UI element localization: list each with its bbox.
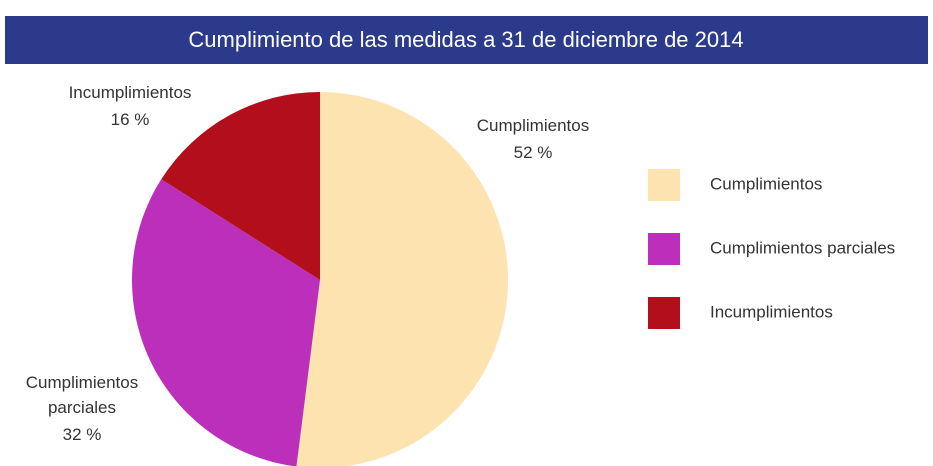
chart-title: Cumplimiento de las medidas a 31 de dici… <box>188 27 743 52</box>
slice-value: 52 % <box>513 143 553 162</box>
slice-label: Cumplimientos parciales <box>25 373 139 417</box>
legend-label: Cumplimientos <box>710 174 822 193</box>
slice-value: 16 % <box>110 110 150 129</box>
title-banner <box>5 16 928 64</box>
slice-value: 32 % <box>62 425 102 444</box>
slice-label: Incumplimientos <box>68 83 192 102</box>
pie-slice <box>296 92 508 466</box>
legend-label: Cumplimientos parciales <box>710 238 895 257</box>
pie-slice <box>132 179 320 466</box>
legend-swatch <box>648 169 680 201</box>
legend-label: Incumplimientos <box>710 302 833 321</box>
pie-slice <box>161 91 320 280</box>
legend-swatch <box>648 297 680 329</box>
legend-swatch <box>648 233 680 265</box>
slice-label: Cumplimientos <box>476 116 590 135</box>
